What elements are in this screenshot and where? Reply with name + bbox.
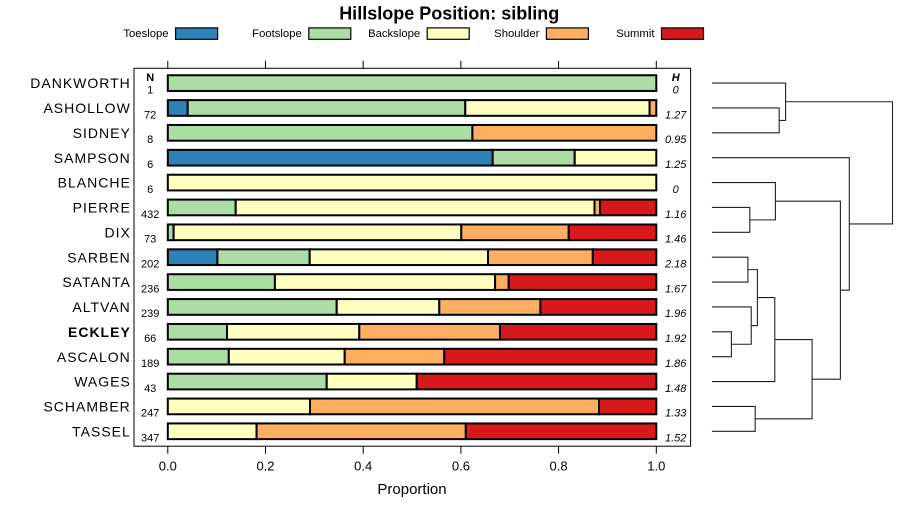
svg-text:Hillslope Position: sibling: Hillslope Position: sibling	[339, 4, 559, 24]
svg-text:1: 1	[147, 84, 153, 96]
svg-text:H: H	[672, 72, 681, 84]
svg-text:347: 347	[141, 433, 159, 445]
svg-text:Footslope: Footslope	[252, 28, 302, 40]
svg-text:Backslope: Backslope	[368, 28, 420, 40]
svg-text:ASCALON: ASCALON	[57, 349, 131, 365]
svg-text:72: 72	[144, 109, 156, 121]
svg-text:0.2: 0.2	[256, 459, 274, 474]
svg-text:TASSEL: TASSEL	[72, 423, 131, 439]
svg-text:0.95: 0.95	[665, 134, 687, 146]
svg-text:N: N	[146, 72, 154, 84]
svg-text:DANKWORTH: DANKWORTH	[30, 75, 131, 91]
svg-text:1.92: 1.92	[665, 333, 686, 345]
svg-text:DIX: DIX	[104, 224, 130, 240]
svg-text:SATANTA: SATANTA	[62, 274, 130, 290]
svg-text:BLANCHE: BLANCHE	[58, 175, 131, 191]
svg-text:Shoulder: Shoulder	[494, 28, 539, 40]
svg-text:1.67: 1.67	[665, 283, 687, 295]
svg-text:1.46: 1.46	[665, 234, 687, 246]
svg-text:0.6: 0.6	[452, 459, 470, 474]
svg-text:0.8: 0.8	[550, 459, 568, 474]
svg-text:1.48: 1.48	[665, 383, 687, 395]
svg-text:1.52: 1.52	[665, 433, 686, 445]
svg-text:0: 0	[673, 184, 680, 196]
svg-text:1.0: 1.0	[647, 459, 665, 474]
svg-text:1.96: 1.96	[665, 308, 687, 320]
svg-text:SARBEN: SARBEN	[67, 249, 131, 265]
svg-text:WAGES: WAGES	[74, 374, 131, 390]
svg-text:SCHAMBER: SCHAMBER	[43, 399, 130, 415]
svg-text:1.16: 1.16	[665, 209, 687, 221]
svg-text:236: 236	[141, 283, 159, 295]
svg-text:189: 189	[141, 358, 159, 370]
svg-text:PIERRE: PIERRE	[73, 200, 131, 216]
svg-text:0.4: 0.4	[354, 459, 372, 474]
svg-text:Proportion: Proportion	[377, 481, 446, 498]
svg-text:0: 0	[673, 84, 680, 96]
svg-text:SAMPSON: SAMPSON	[54, 150, 131, 166]
svg-text:Summit: Summit	[616, 28, 655, 40]
svg-text:66: 66	[144, 333, 156, 345]
svg-text:0.0: 0.0	[159, 459, 177, 474]
svg-text:ALTVAN: ALTVAN	[72, 299, 130, 315]
svg-text:1.27: 1.27	[665, 109, 687, 121]
svg-text:247: 247	[141, 408, 159, 420]
svg-text:6: 6	[147, 159, 153, 171]
svg-text:8: 8	[147, 134, 153, 146]
svg-text:SIDNEY: SIDNEY	[73, 125, 131, 141]
svg-text:432: 432	[141, 209, 159, 221]
svg-text:239: 239	[141, 308, 159, 320]
svg-text:43: 43	[144, 383, 156, 395]
svg-text:6: 6	[147, 184, 153, 196]
svg-text:2.18: 2.18	[664, 259, 687, 271]
svg-text:ASHOLLOW: ASHOLLOW	[43, 100, 130, 116]
svg-text:73: 73	[144, 234, 156, 246]
svg-text:1.25: 1.25	[665, 159, 687, 171]
svg-text:1.33: 1.33	[665, 408, 687, 420]
svg-text:202: 202	[141, 259, 159, 271]
svg-text:ECKLEY: ECKLEY	[68, 324, 131, 340]
svg-text:1.86: 1.86	[665, 358, 687, 370]
svg-text:Toeslope: Toeslope	[123, 28, 168, 40]
